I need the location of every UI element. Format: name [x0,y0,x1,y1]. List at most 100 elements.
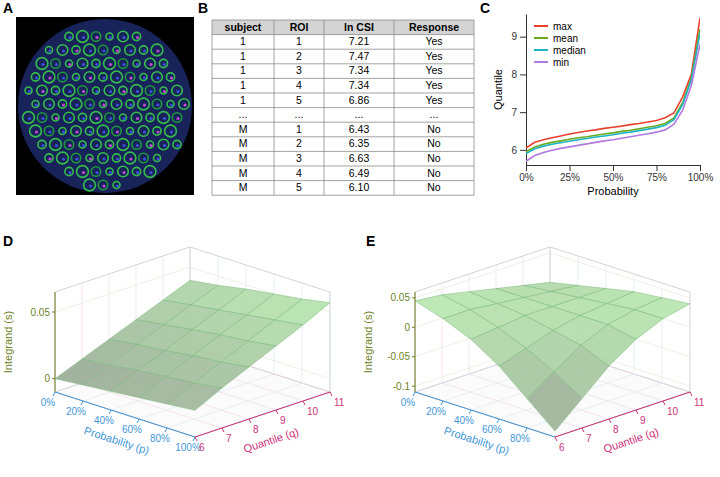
cell-nucleus [143,130,146,133]
cell-membrane [78,113,86,121]
panel-label: B [198,0,208,16]
cell-membrane [99,73,107,81]
cell-membrane [105,140,113,148]
cell-nucleus [136,171,139,174]
cell-membrane [111,71,123,83]
cell-nucleus [129,130,132,133]
column-header: ROI [290,21,309,33]
tick-mark [53,392,55,396]
panel-label: A [3,0,13,16]
cell-membrane [160,87,167,94]
cell-membrane [152,99,161,108]
cell-membrane [166,73,174,81]
tick-label: 9 [640,415,646,426]
cell-membrane [32,101,39,108]
cell-nucleus [68,63,71,66]
cell-membrane [57,152,69,164]
cell-nucleus [55,90,58,93]
tick-mark [276,410,278,414]
cell-membrane [118,166,129,177]
tick-label: 10 [667,406,679,417]
tick-mark [700,165,701,171]
tick-mark [613,165,614,171]
legend-label: median [553,45,586,56]
cell-membrane [43,71,55,83]
cell-nucleus [62,76,65,79]
cell-nucleus [109,36,112,39]
table-header-background [212,20,474,35]
surface-cell [194,362,249,388]
cell-nucleus [89,184,92,187]
tick-mark [609,419,611,423]
tick-mark [520,112,526,113]
x-axis-title: Probability [587,185,639,197]
tick-label: 0.05 [391,292,411,303]
cell-membrane [139,46,147,54]
cell-nucleus [82,90,85,93]
cell-nucleus [156,76,159,79]
cell-membrane [152,72,163,83]
table-cell: 1 [240,35,246,47]
axes: 0%20%40%60%80%100%6789101100.05Probabili… [2,292,345,456]
cell-nucleus [89,103,92,106]
cell-membrane [132,167,140,175]
table-cell: Yes [425,50,442,62]
cell-nucleus [163,144,166,147]
cell-membrane [106,33,113,40]
cell-membrane [84,72,95,83]
cell-nucleus [143,76,146,79]
tick-mark [520,74,526,75]
cell-nucleus [176,144,179,147]
tick-mark [636,410,638,414]
axis-line [55,392,195,437]
tick-mark [663,401,665,405]
axis-line [526,15,527,166]
cell-nucleus [149,171,152,174]
grid-line [190,247,330,392]
cell-nucleus [41,90,44,93]
cell-nucleus [136,63,139,66]
tick-label: 80% [510,433,530,444]
tick-mark [520,37,526,38]
cell-nucleus [48,157,51,160]
tick-label: 40% [454,415,474,426]
cell-membrane [51,86,59,94]
x-tick: 0% [519,165,534,183]
cell-membrane [65,32,73,40]
cell-nucleus [129,76,132,79]
tissue-core [18,19,192,193]
cell-nucleus [156,157,159,160]
cell-nucleus [183,103,186,106]
cell-nucleus [163,90,166,93]
cell-nucleus [75,103,78,106]
panel-label: D [3,233,13,249]
table-cell: 1 [240,50,246,62]
table-cell: 6.35 [349,137,370,149]
cell-membrane [100,101,107,108]
figure: ABCDEsubjectROIln CSIResponse117.21Yes12… [0,0,720,477]
cell-membrane [112,154,120,162]
cell-nucleus [89,76,92,79]
cell-membrane [118,59,127,68]
axis-title: Integrand (s) [362,311,374,373]
series-line [526,18,700,148]
table-cell: ... [355,108,364,120]
table-cell: 1 [240,79,246,91]
tick-mark [52,312,55,313]
surface-cell [221,341,276,367]
cell-nucleus [95,63,98,66]
cell-nucleus [122,90,125,93]
legend-label: max [553,21,572,32]
cell-membrane [77,58,88,69]
cell-membrane [98,153,109,164]
cell-nucleus [35,130,38,133]
legend-swatch [534,49,548,51]
table-cell: 6.43 [349,123,370,135]
table-cell: 1 [240,64,246,76]
cell-membrane [70,98,82,110]
cell-nucleus [129,49,132,52]
tick-label: 75% [647,172,667,183]
cell-nucleus [41,144,44,147]
y-tick: 9 [511,31,526,42]
cell-membrane [125,72,134,81]
